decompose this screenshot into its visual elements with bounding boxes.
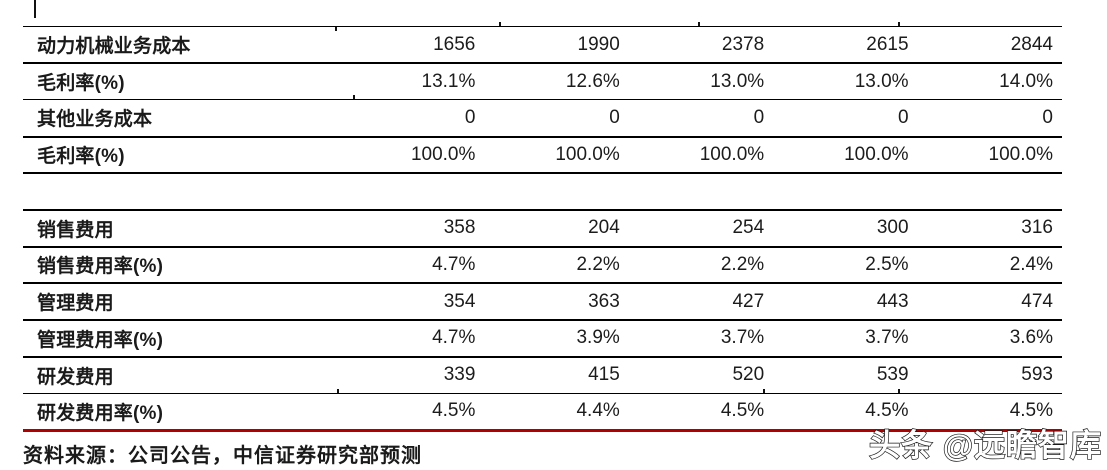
- cell-value: 415: [484, 356, 629, 394]
- cell-value: [917, 173, 1062, 211]
- cell-value: 204: [484, 209, 629, 248]
- cropped-border-artifact: [34, 0, 36, 18]
- row-label: 研发费用: [23, 356, 340, 394]
- border-tick-artifact: [337, 389, 339, 393]
- row-label: 管理费用率(%): [23, 320, 340, 358]
- cell-value: 427: [628, 283, 774, 321]
- row-label: 毛利率(%): [23, 136, 340, 175]
- table-row: 管理费用 354 363 427 443 474: [23, 283, 1062, 321]
- row-label: 研发费用率(%): [23, 393, 340, 432]
- cell-value: 1656: [340, 26, 485, 65]
- table-row: 销售费用 358 204 254 300 316: [23, 209, 1062, 248]
- cell-value: 0: [917, 99, 1062, 138]
- cell-value: 520: [628, 356, 774, 394]
- border-tick-artifact: [763, 389, 765, 393]
- cell-value: 3.6%: [917, 320, 1062, 358]
- cell-value: 1990: [484, 26, 629, 65]
- cell-value: 3.9%: [484, 320, 629, 358]
- cell-value: 12.6%: [484, 63, 629, 101]
- cell-value: 358: [340, 209, 485, 248]
- cell-value: 3.7%: [773, 320, 918, 358]
- cell-value: 100.0%: [484, 136, 629, 175]
- cell-value: 4.7%: [340, 320, 485, 358]
- cell-value: 13.0%: [773, 63, 918, 101]
- cell-value: 100.0%: [917, 136, 1062, 175]
- border-tick-artifact: [898, 389, 900, 393]
- cell-value: 2844: [917, 26, 1062, 65]
- cell-value: 100.0%: [773, 136, 918, 175]
- table-row: 毛利率(%) 100.0% 100.0% 100.0% 100.0% 100.0%: [23, 136, 1062, 175]
- table-row: 毛利率(%) 13.1% 12.6% 13.0% 13.0% 14.0%: [23, 63, 1062, 101]
- cell-value: 443: [773, 283, 918, 321]
- cell-value: 0: [340, 99, 485, 138]
- cell-value: 316: [917, 209, 1062, 248]
- cell-value: 4.4%: [484, 393, 629, 432]
- row-label: [23, 173, 340, 211]
- border-tick-artifact: [898, 22, 900, 26]
- cell-value: 13.1%: [340, 63, 485, 101]
- cell-value: [628, 173, 774, 211]
- border-tick-artifact: [698, 22, 700, 26]
- row-label: 销售费用率(%): [23, 246, 340, 285]
- cell-value: 4.5%: [773, 393, 918, 432]
- table-row: 研发费用率(%) 4.5% 4.4% 4.5% 4.5% 4.5%: [23, 393, 1062, 432]
- cell-value: 4.5%: [628, 393, 774, 432]
- cell-value: 2.2%: [484, 246, 629, 285]
- cell-value: 539: [773, 356, 918, 394]
- cell-value: 0: [628, 99, 774, 138]
- cell-value: 4.5%: [917, 393, 1062, 432]
- cell-value: 3.7%: [628, 320, 774, 358]
- financial-table-body: 动力机械业务成本 1656 1990 2378 2615 2844 毛利率(%) 13.1% 1…: [23, 26, 1062, 432]
- table-row: 其他业务成本 0 0 0 0 0: [23, 99, 1062, 138]
- financial-table: 动力机械业务成本 1656 1990 2378 2615 2844 毛利率(%) 13.1% 1…: [23, 26, 1062, 432]
- cell-value: 2.4%: [917, 246, 1062, 285]
- cell-value: [340, 173, 485, 211]
- data-source-note: 资料来源：公司公告，中信证券研究部预测: [23, 445, 422, 467]
- toutiao-watermark: 头条 @远瞻智库: [868, 427, 1102, 463]
- cell-value: 2.5%: [773, 246, 918, 285]
- border-tick-artifact: [335, 27, 337, 31]
- cell-value: 4.5%: [340, 393, 485, 432]
- cell-value: 474: [917, 283, 1062, 321]
- row-label: 其他业务成本: [23, 99, 340, 138]
- table-row: 动力机械业务成本 1656 1990 2378 2615 2844: [23, 26, 1062, 65]
- row-label: 管理费用: [23, 283, 340, 321]
- cell-value: 2378: [628, 26, 774, 65]
- cell-value: 354: [340, 283, 485, 321]
- cell-value: 300: [773, 209, 918, 248]
- table-row: 管理费用率(%) 4.7% 3.9% 3.7% 3.7% 3.6%: [23, 320, 1062, 358]
- table-row: 销售费用率(%) 4.7% 2.2% 2.2% 2.5% 2.4%: [23, 246, 1062, 285]
- cell-value: [773, 173, 918, 211]
- cell-value: [484, 173, 629, 211]
- border-tick-artifact: [499, 22, 501, 26]
- border-tick-artifact: [353, 95, 355, 99]
- row-label: 毛利率(%): [23, 63, 340, 101]
- cell-value: 13.0%: [628, 63, 774, 101]
- cell-value: 0: [773, 99, 918, 138]
- cell-value: 0: [484, 99, 629, 138]
- cell-value: 4.7%: [340, 246, 485, 285]
- table-row: 研发费用 339 415 520 539 593: [23, 356, 1062, 394]
- cell-value: 100.0%: [628, 136, 774, 175]
- row-label: 销售费用: [23, 209, 340, 248]
- row-label: 动力机械业务成本: [23, 26, 340, 65]
- cell-value: 254: [628, 209, 774, 248]
- cell-value: 2.2%: [628, 246, 774, 285]
- cell-value: 14.0%: [917, 63, 1062, 101]
- table-spacer-row: [23, 173, 1062, 211]
- cell-value: 2615: [773, 26, 918, 65]
- cell-value: 593: [917, 356, 1062, 394]
- cell-value: 339: [340, 356, 485, 394]
- cell-value: 100.0%: [340, 136, 485, 175]
- cell-value: 363: [484, 283, 629, 321]
